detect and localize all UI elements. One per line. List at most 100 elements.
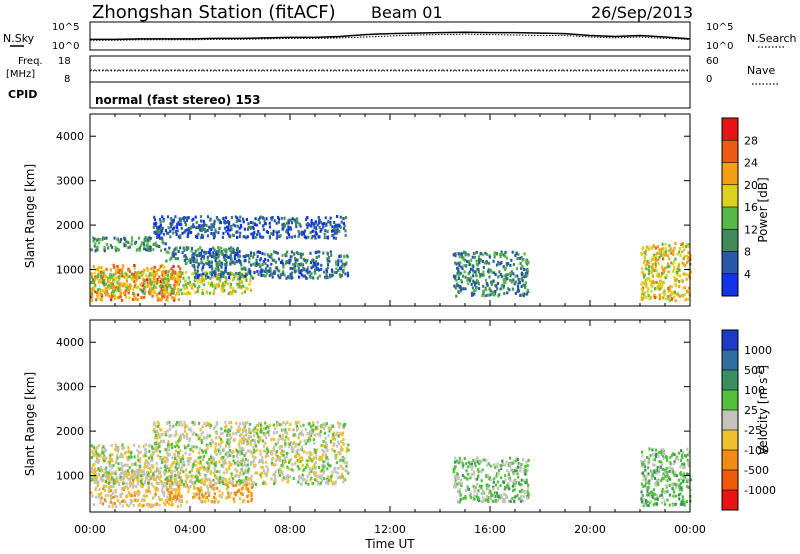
echo-cell [316,250,319,254]
echo-cell [494,483,497,487]
echo-cell [225,440,229,444]
echo-cell [172,264,175,268]
echo-cell [458,264,461,268]
echo-cell [116,247,119,251]
echo-cell [178,277,181,281]
echo-cell [184,258,187,262]
echo-cell [93,472,96,476]
echo-cell [110,457,113,461]
echo-cell [102,289,105,293]
echo-cell [262,480,265,484]
echo-cell [157,495,160,499]
echo-cell [522,283,525,287]
echo-cell [227,495,230,499]
echo-cell [323,469,326,473]
echo-cell [239,434,242,438]
echo-cell [92,445,95,449]
echo-cell [235,421,238,425]
echo-cell [180,504,183,508]
echo-cell [228,454,232,458]
echo-cell [159,298,162,302]
echo-cell [504,474,507,478]
echo-cell [213,486,216,490]
echo-cell [677,478,680,482]
echo-cell [117,282,120,286]
echo-cell [130,475,133,479]
echo-cell [209,472,212,475]
echo-cell [161,280,164,284]
echo-cell [524,285,527,289]
echo-cell [306,271,309,275]
echo-cell [643,291,647,295]
echo-cell [204,500,207,504]
echo-cell [345,262,348,266]
echo-cell [477,255,481,259]
echo-cell [111,476,114,480]
echo-cell [161,271,164,275]
echo-cell [336,431,339,435]
echo-cell [149,475,152,479]
echo-cell [664,253,667,257]
echo-cell [164,280,168,284]
echo-cell [232,250,235,254]
echo-cell [246,235,249,239]
echo-cell [119,493,122,497]
echo-cell [687,251,690,255]
echo-cell [492,291,495,295]
echo-cell [192,480,195,484]
echo-cell [112,485,115,489]
echo-cell [274,470,277,474]
echo-cell [318,432,321,436]
echo-cell [254,456,257,460]
echo-cell [453,253,456,256]
echo-cell [94,495,98,499]
echo-cell [193,492,196,496]
echo-cell [673,259,676,263]
echo-cell [268,221,271,225]
echo-cell [102,269,105,273]
echo-cell [316,223,319,227]
echo-cell [655,484,658,487]
echo-cell [304,442,307,446]
echo-cell [273,463,276,467]
echo-cell [683,293,686,297]
echo-cell [240,267,243,271]
echo-cell [299,440,302,444]
echo-cell [127,477,130,481]
echo-cell [336,476,339,480]
echo-cell [141,290,144,294]
echo-cell [241,291,244,295]
echo-cell [642,498,645,502]
echo-cell [672,253,675,257]
echo-cell [683,248,686,252]
echo-cell [116,237,119,241]
echo-cell [666,254,669,258]
echo-cell [105,275,108,279]
echo-cell [131,475,134,479]
echo-cell [162,232,166,236]
echo-cell [113,502,116,505]
echo-cell [165,485,168,489]
echo-cell [119,291,122,295]
echo-cell [166,429,169,433]
echo-cell [493,253,496,257]
echo-cell [683,465,686,469]
echo-cell [163,481,166,485]
echo-cell [184,229,187,233]
echo-cell [188,460,191,463]
echo-cell [266,425,269,429]
echo-cell [325,422,328,426]
echo-cell [495,284,498,288]
echo-cell [138,490,141,494]
echo-cell [315,456,318,460]
echo-cell [458,500,461,504]
echo-cell [655,493,658,497]
echo-cell [238,276,241,280]
echo-cell [179,420,182,424]
echo-cell [270,253,273,256]
echo-cell [185,218,189,222]
echo-cell [166,495,169,499]
echo-cell [324,216,327,220]
echo-cell [177,288,180,292]
echo-cell [254,235,257,239]
